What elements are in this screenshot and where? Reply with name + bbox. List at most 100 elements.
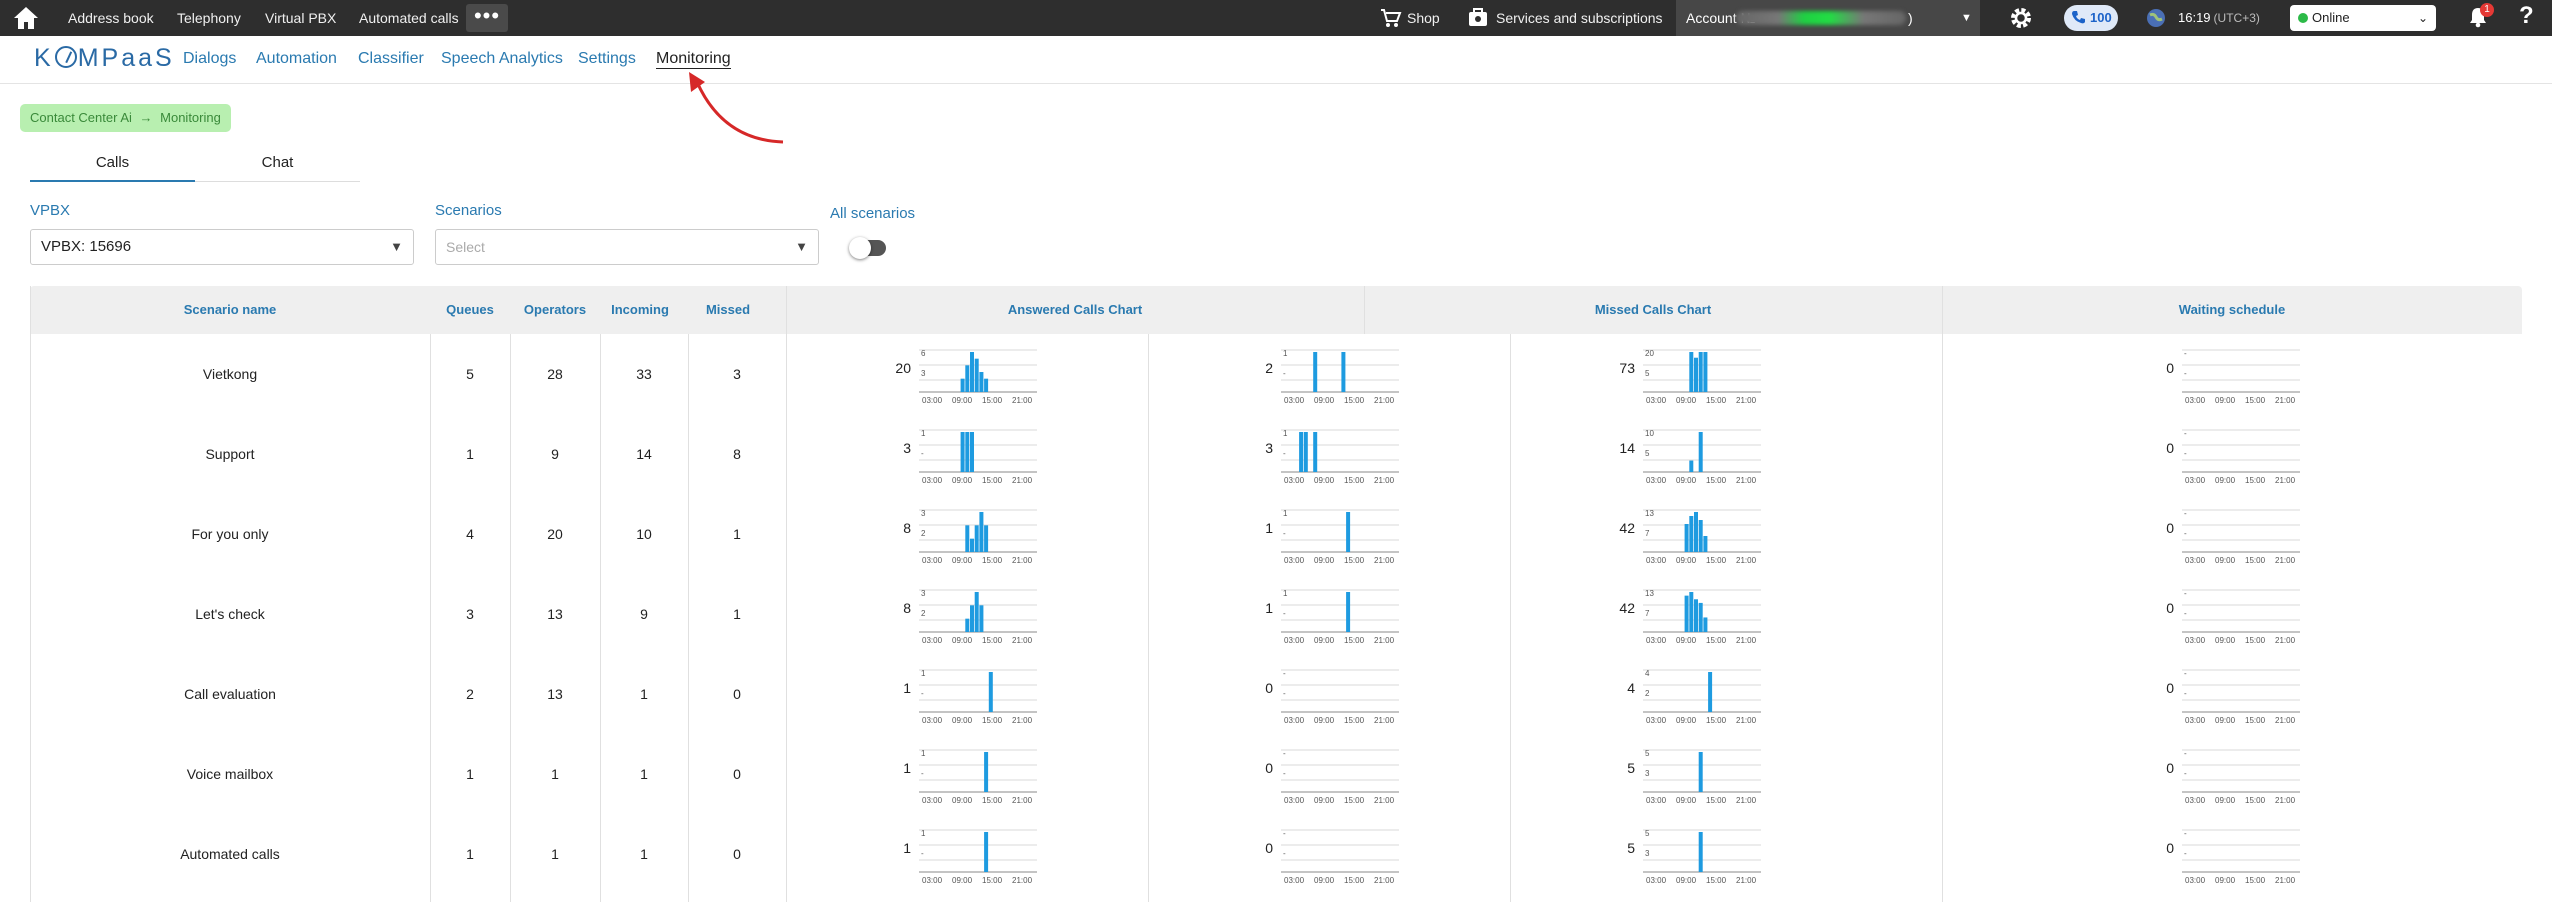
chart-bar — [1303, 432, 1308, 472]
y-tick-label: - — [2184, 749, 2187, 758]
scenario-name-cell: For you only — [191, 526, 269, 542]
mini-bar-chart: - - 03:00 09:00 15:00 21:00 — [2182, 429, 2300, 485]
chart-bar — [960, 432, 965, 472]
chevron-down-icon: ▼ — [390, 239, 403, 254]
chart-bar — [1703, 536, 1708, 552]
operators-cell: 1 — [551, 766, 559, 782]
chart-bar — [1313, 352, 1318, 392]
missed-cell: 0 — [733, 686, 741, 702]
waiting-schedule-chart: 0 - - 03:00 09:00 15:00 21:00 — [2166, 746, 2300, 805]
y-tick-label: - — [2184, 529, 2187, 538]
x-tick-label: 15:00 — [1706, 396, 1727, 405]
x-tick-label: 15:00 — [2245, 796, 2266, 805]
x-tick-label: 03:00 — [2185, 636, 2206, 645]
mini-bar-chart: 1 - 03:00 09:00 15:00 21:00 — [1281, 509, 1399, 565]
x-tick-label: 03:00 — [1646, 476, 1667, 485]
active-calls-count: 100 — [2090, 10, 2112, 25]
nav-dialogs[interactable]: Dialogs — [183, 50, 237, 67]
col-missed[interactable]: Missed — [705, 302, 751, 317]
waiting-schedule-chart: 0 - - 03:00 09:00 15:00 21:00 — [2166, 586, 2300, 645]
active-calls-pill[interactable]: 100 — [2064, 5, 2118, 31]
mini-bar-chart: - - 03:00 09:00 15:00 21:00 — [1281, 829, 1399, 885]
x-tick-label: 03:00 — [1646, 396, 1667, 405]
chart-total: 0 — [2166, 440, 2174, 456]
nav-monitoring[interactable]: Monitoring — [656, 50, 731, 69]
home-icon[interactable] — [12, 5, 40, 31]
x-tick-label: 21:00 — [1374, 556, 1395, 565]
vpbx-select-value: VPBX: 15696 — [41, 238, 132, 255]
x-tick-label: 09:00 — [1314, 796, 1335, 805]
chart-bar — [1689, 352, 1694, 392]
tab-calls[interactable]: Calls — [30, 152, 195, 182]
y-tick-label: - — [2184, 609, 2187, 618]
nav-telephony[interactable]: Telephony — [177, 10, 241, 26]
notifications-bell-icon[interactable]: 1 — [2468, 3, 2494, 31]
scenarios-select[interactable]: Select ▼ — [435, 229, 819, 265]
nav-automated-calls[interactable]: Automated calls — [359, 10, 459, 26]
nav-speech-analytics[interactable]: Speech Analytics — [441, 50, 563, 67]
y-tick-label: 13 — [1645, 589, 1654, 598]
col-queues[interactable]: Queues — [446, 302, 494, 317]
answered-chart: 1 1 - 03:00 09:00 15:00 21:00 — [903, 666, 1037, 725]
y-tick-label: 1 — [921, 829, 926, 838]
gear-icon[interactable] — [2008, 5, 2034, 31]
operators-cell: 1 — [551, 846, 559, 862]
missed-calls-chart-b: 4 4 2 03:00 09:00 15:00 21:00 — [1627, 666, 1761, 725]
chart-total: 2 — [1265, 360, 1273, 376]
mini-bar-chart: 10 5 03:00 09:00 15:00 21:00 — [1643, 429, 1761, 485]
col-divider — [600, 334, 601, 902]
y-tick-label: - — [2184, 669, 2187, 678]
chart-bar — [979, 512, 984, 552]
vpbx-select[interactable]: VPBX: 15696 ▼ — [30, 229, 414, 265]
mini-bar-chart: 1 - 03:00 09:00 15:00 21:00 — [1281, 349, 1399, 405]
x-tick-label: 09:00 — [2215, 716, 2236, 725]
presence-status-select[interactable]: Online ⌄ — [2290, 5, 2436, 31]
all-scenarios-toggle[interactable] — [849, 237, 886, 259]
account-selector[interactable]: Account № ) ▼ — [1676, 0, 1980, 36]
missed-cell: 0 — [733, 766, 741, 782]
missed-cell: 8 — [733, 446, 741, 462]
missed-calls-chart-b: 73 20 5 03:00 09:00 15:00 21:00 — [1619, 346, 1761, 405]
y-tick-label: 3 — [1645, 769, 1650, 778]
clock-timezone: (UTC+3) — [2213, 11, 2260, 25]
y-tick-label: - — [921, 689, 924, 698]
col-operators[interactable]: Operators — [523, 302, 587, 317]
missed-calls-chart-b: 14 10 5 03:00 09:00 15:00 21:00 — [1619, 426, 1761, 485]
col-scenario-name[interactable]: Scenario name — [183, 302, 277, 317]
incoming-cell: 33 — [636, 366, 652, 382]
mini-bar-chart: - - 03:00 09:00 15:00 21:00 — [2182, 669, 2300, 725]
nav-classifier[interactable]: Classifier — [358, 50, 424, 67]
col-incoming[interactable]: Incoming — [611, 302, 669, 317]
x-tick-label: 21:00 — [2275, 876, 2296, 885]
table-row: Support 1 9 14 8 3 1-03:00 09:00 15:00 21:00 3 1-03… — [0, 414, 2552, 494]
breadcrumb-root[interactable]: Contact Center Ai — [30, 110, 132, 125]
missed-calls-chart-a: 1 1 - 03:00 09:00 15:00 21:00 — [1265, 506, 1399, 565]
chart-total: 1 — [1265, 520, 1273, 536]
x-tick-label: 21:00 — [2275, 476, 2296, 485]
nav-settings[interactable]: Settings — [578, 50, 636, 67]
cart-icon — [1381, 9, 1402, 27]
nav-virtual-pbx[interactable]: Virtual PBX — [265, 10, 337, 26]
x-tick-label: 09:00 — [952, 636, 973, 645]
nav-address-book[interactable]: Address book — [68, 10, 154, 26]
x-tick-label: 15:00 — [982, 876, 1003, 885]
kompaas-logo[interactable]: K MPaaS — [34, 44, 175, 72]
waiting-schedule-chart: 0 - - 03:00 09:00 15:00 21:00 — [2166, 426, 2300, 485]
more-menu-button[interactable]: ••• — [466, 4, 508, 32]
mini-bar-chart: - - 03:00 09:00 15:00 21:00 — [2182, 589, 2300, 645]
services-link[interactable]: Services and subscriptions — [1496, 10, 1663, 26]
x-tick-label: 03:00 — [1284, 876, 1305, 885]
nav-automation[interactable]: Automation — [256, 50, 337, 67]
shop-link[interactable]: Shop — [1407, 10, 1440, 26]
help-icon[interactable]: ? — [2519, 2, 2534, 29]
col-divider — [510, 334, 511, 902]
chart-total: 0 — [2166, 520, 2174, 536]
mini-bar-chart: 1 - 03:00 09:00 15:00 21:00 — [919, 429, 1037, 485]
x-tick-label: 03:00 — [1284, 716, 1305, 725]
tab-chat[interactable]: Chat — [261, 154, 294, 171]
y-tick-label: - — [1283, 689, 1286, 698]
missed-cell: 0 — [733, 846, 741, 862]
missed-calls-chart-b: 42 13 7 03:00 09:00 15:00 21:00 — [1619, 586, 1761, 645]
x-tick-label: 21:00 — [2275, 796, 2296, 805]
x-tick-label: 03:00 — [2185, 556, 2206, 565]
